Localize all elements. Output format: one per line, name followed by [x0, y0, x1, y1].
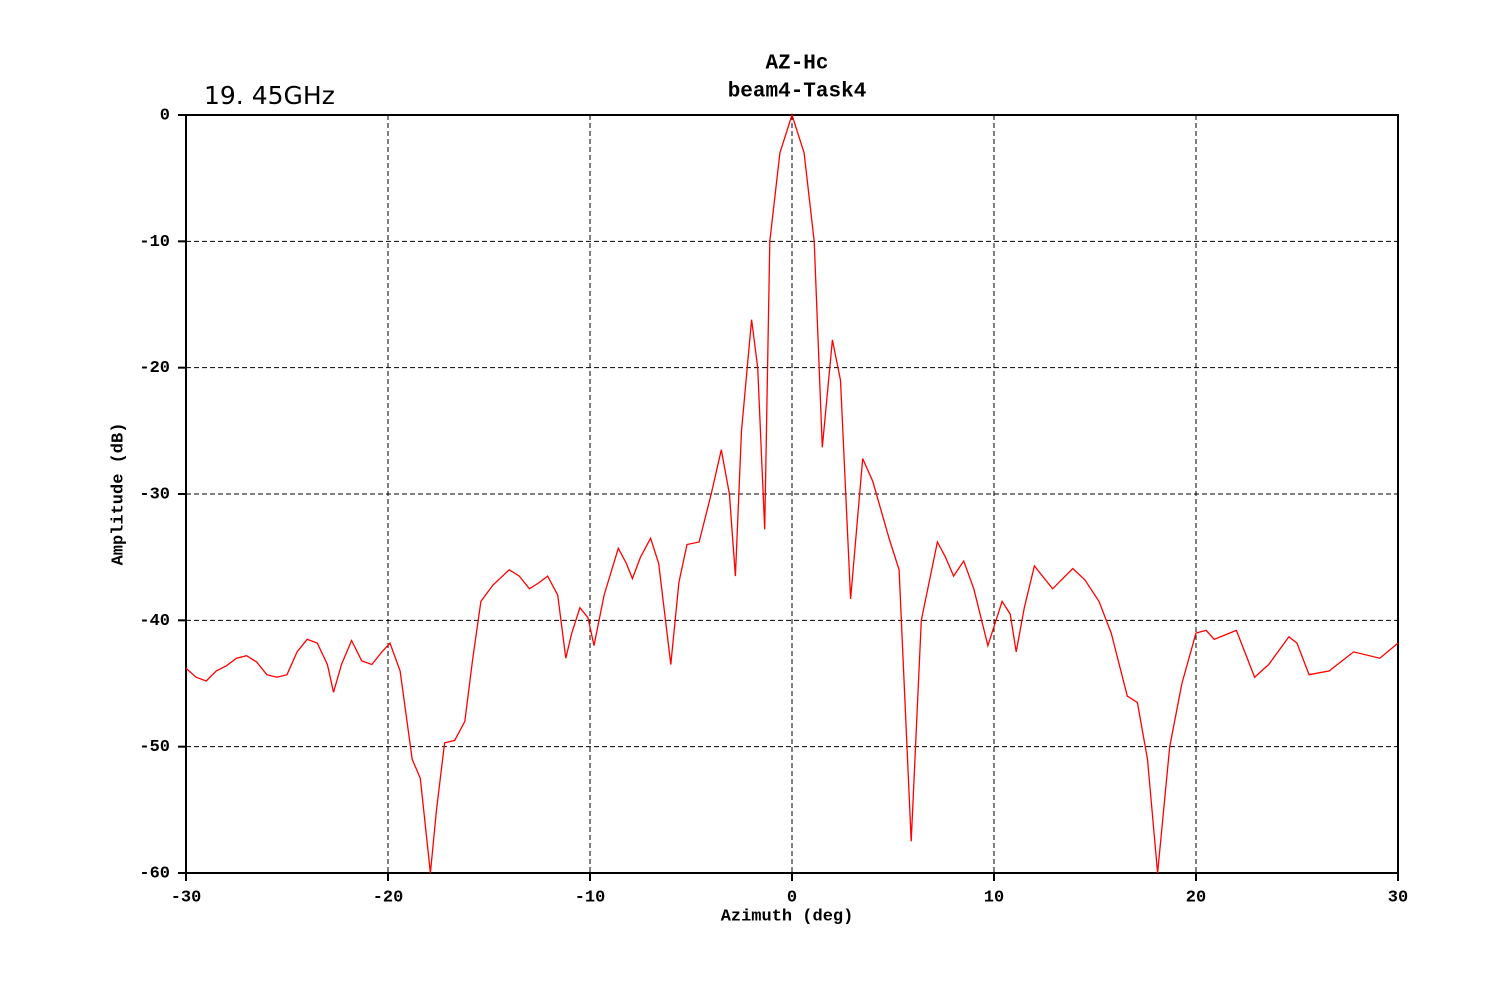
y-tick-label: -40: [139, 612, 170, 631]
chart-subtitle: beam4-Task4: [728, 81, 867, 104]
x-tick-label: 20: [1186, 888, 1206, 907]
y-tick-label: -20: [139, 359, 170, 378]
amplitude-line: [185, 112, 1399, 874]
y-axis-label: Amplitude (dB): [109, 423, 128, 566]
x-tick-label: 0: [787, 888, 797, 907]
x-tick-label: 10: [984, 888, 1004, 907]
y-tick-label: -10: [139, 233, 170, 252]
x-tick-label: -20: [373, 888, 404, 907]
y-tick-label: 0: [160, 106, 170, 125]
y-tick-label: -60: [139, 864, 170, 883]
chart-title: AZ-Hc: [765, 53, 828, 76]
y-tick-label: -50: [139, 738, 170, 757]
y-tick-label: -30: [139, 485, 170, 504]
x-tick-label: -10: [575, 888, 606, 907]
x-axis-label: Azimuth (deg): [721, 907, 854, 926]
x-tick-label: -30: [171, 888, 202, 907]
frequency-label: 19. 45GHz: [204, 81, 335, 110]
x-tick-label: 30: [1388, 888, 1408, 907]
